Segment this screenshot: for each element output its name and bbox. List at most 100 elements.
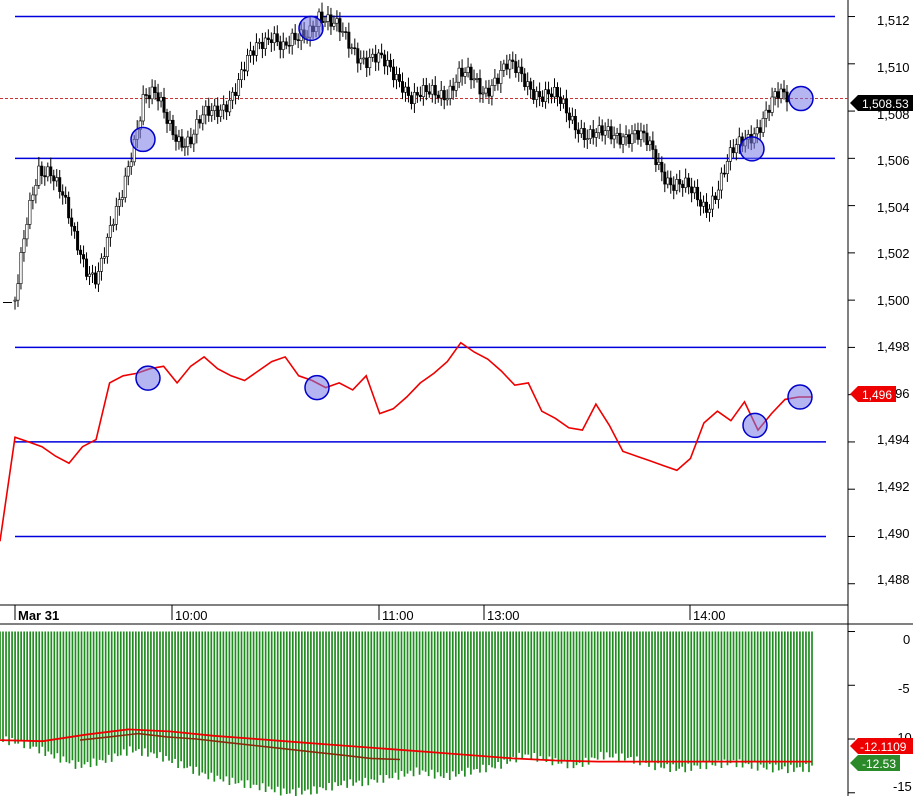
price-candle	[228, 99, 232, 113]
osc-tick-label: 0	[903, 632, 910, 647]
price-candle	[147, 95, 151, 100]
price-candle	[219, 109, 223, 117]
price-candle	[99, 257, 103, 272]
price-candle	[621, 136, 625, 145]
price-candle	[436, 94, 440, 99]
price-candle	[58, 177, 62, 192]
price-candle	[34, 185, 38, 196]
price-candle	[544, 89, 548, 102]
price-candle	[457, 67, 461, 83]
price-candle	[40, 165, 44, 176]
price-candle	[472, 78, 476, 81]
price-candle	[398, 74, 402, 82]
y-tick-label: 1,510	[877, 60, 910, 75]
price-candle	[198, 119, 202, 124]
price-candle	[606, 126, 610, 131]
price-candle	[678, 179, 682, 185]
price-candle	[538, 91, 542, 98]
price-candle	[374, 53, 378, 63]
price-candle	[174, 134, 178, 142]
price-candle	[52, 175, 56, 182]
price-candle	[117, 199, 121, 207]
price-candle	[636, 130, 640, 140]
price-candle	[168, 119, 172, 124]
last-price-badge: 1,508.53	[850, 95, 913, 111]
price-candle	[427, 91, 431, 95]
price-candle	[49, 166, 53, 177]
price-candle	[186, 136, 190, 147]
price-candle	[90, 272, 94, 275]
x-label-1400: 14:00	[693, 608, 726, 623]
price-candle	[13, 299, 17, 302]
price-candle	[195, 119, 199, 135]
price-candle	[669, 177, 673, 186]
price-candle	[260, 41, 264, 49]
price-candle	[171, 119, 175, 136]
oscillator-green-badge: -12.53	[850, 755, 900, 771]
price-candle	[383, 54, 387, 67]
price-candle	[624, 134, 628, 138]
price-candle	[761, 118, 765, 133]
price-candle	[28, 200, 32, 225]
price-candle	[409, 95, 413, 104]
price-candle	[359, 58, 363, 64]
price-candle	[251, 50, 255, 56]
indicator-value-label: 1,496	[862, 388, 892, 402]
price-candle	[484, 87, 488, 94]
price-candle	[627, 134, 631, 144]
price-candle	[210, 110, 214, 116]
price-candle	[105, 237, 109, 257]
price-candle	[25, 224, 29, 240]
price-candle	[332, 22, 336, 27]
price-candle	[272, 33, 276, 44]
price-candle	[773, 91, 777, 98]
price-candle	[520, 66, 524, 75]
price-candle	[365, 57, 369, 68]
price-candle	[550, 93, 554, 98]
price-candle	[153, 86, 157, 93]
price-candle	[463, 72, 467, 77]
price-candle	[770, 96, 774, 113]
price-candle	[493, 77, 497, 86]
price-candle	[144, 94, 148, 96]
price-candle	[558, 96, 562, 104]
price-candle	[439, 90, 443, 99]
price-candle	[82, 254, 86, 260]
oscillator-red-line	[0, 728, 812, 763]
price-candle	[377, 52, 381, 63]
price-candle	[237, 79, 241, 96]
price-candle	[395, 74, 399, 81]
price-candle	[329, 14, 333, 27]
price-candle	[368, 56, 372, 68]
price-candle	[570, 115, 574, 121]
price-candle	[70, 217, 74, 227]
price-candle	[350, 47, 354, 50]
price-candle	[141, 94, 145, 122]
price-candle	[341, 31, 345, 33]
price-candle	[296, 39, 300, 41]
price-candle	[603, 130, 607, 136]
price-candle	[207, 105, 211, 116]
price-candle	[183, 146, 187, 148]
price-candle	[469, 66, 473, 81]
price-candle	[43, 175, 47, 178]
price-candle	[526, 81, 530, 87]
price-candle	[460, 67, 464, 77]
price-candle	[406, 86, 410, 96]
x-label-1100: 11:00	[382, 608, 414, 623]
price-candle	[403, 86, 407, 93]
last-price-label: 1,508.53	[862, 97, 909, 111]
price-candle	[79, 249, 83, 255]
price-candle	[585, 138, 589, 141]
price-candle	[675, 179, 679, 191]
price-candle	[165, 112, 169, 124]
price-candle	[254, 42, 258, 56]
price-candle	[779, 88, 783, 99]
price-candle	[767, 109, 771, 113]
price-candle	[284, 41, 288, 46]
price-candle	[487, 87, 491, 97]
price-candle	[672, 184, 676, 191]
price-candle	[708, 208, 712, 213]
price-candle	[541, 96, 545, 102]
